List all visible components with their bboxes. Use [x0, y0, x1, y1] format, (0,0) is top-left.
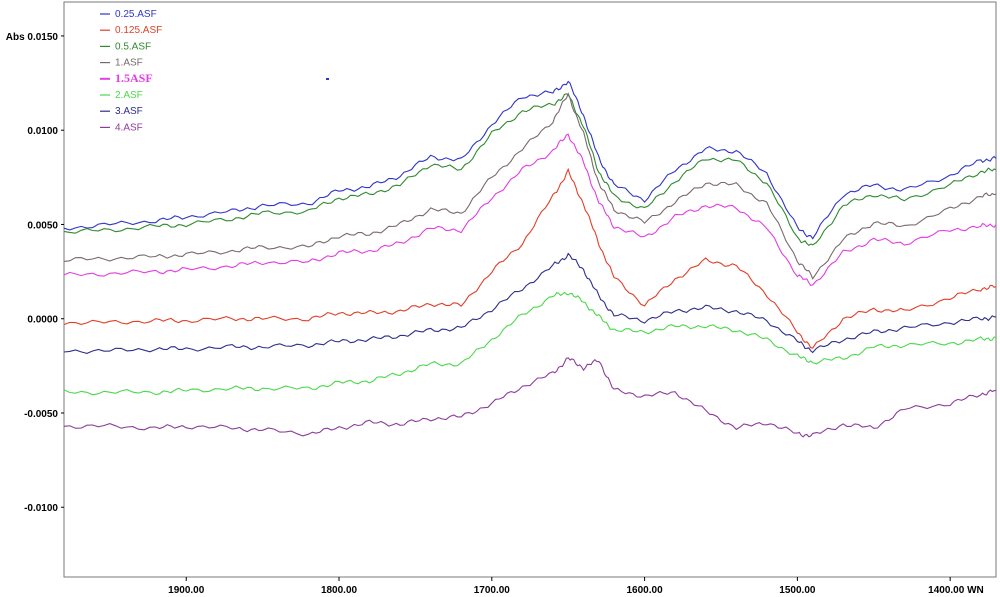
series-line-0-25-asf	[63, 80, 997, 240]
y-axis: Abs 0.0150 0.0100 0.0050 0.0000 -0.0050 -0.01…	[6, 32, 64, 514]
legend-label: 0.5.ASF	[115, 41, 151, 52]
y-tick-label: -0.0050	[24, 409, 58, 420]
series-line-3-asf	[63, 252, 996, 354]
series-line-4-asf	[63, 357, 997, 438]
x-tick-label: 1600.00	[627, 585, 664, 596]
x-tick-label: 1900.00	[168, 585, 205, 596]
x-tick-label: 1700.00	[474, 585, 511, 596]
legend: 0.25.ASF 0.125.ASF 0.5.ASF 1.ASF 1.5ASF 2.ASF…	[100, 9, 162, 133]
stray-marker	[326, 78, 329, 80]
y-tick-label: -0.0100	[24, 503, 58, 514]
series-line-2-asf	[63, 291, 997, 396]
legend-label: 4.ASF	[115, 122, 143, 133]
y-tick-label: 0.0100	[27, 126, 58, 137]
legend-label: 0.125.ASF	[115, 25, 162, 36]
legend-label: 1.5ASF	[115, 71, 153, 85]
x-tick-label: 1500.00	[779, 585, 816, 596]
series-line-1-asf	[63, 92, 997, 280]
x-axis: 1900.00 1800.00 1700.00 1600.00 1500.00 1400.…	[168, 577, 984, 596]
legend-label: 0.25.ASF	[115, 9, 157, 20]
x-tick-label: 1400.00 WN	[928, 585, 984, 596]
series-line-1-5asf	[63, 133, 997, 287]
legend-label: 1.ASF	[115, 58, 143, 69]
x-tick-label: 1800.00	[321, 585, 358, 596]
y-tick-label: 0.0000	[27, 315, 58, 326]
series-layer	[63, 80, 997, 438]
y-tick-label: 0.0050	[27, 220, 58, 231]
plot-area	[63, 1, 997, 578]
series-line-0-125-asf	[63, 167, 997, 349]
legend-label: 3.ASF	[115, 106, 143, 117]
series-line-0-5-asf	[63, 93, 997, 246]
legend-label: 2.ASF	[115, 90, 143, 101]
y-tick-label: Abs 0.0150	[6, 32, 59, 43]
